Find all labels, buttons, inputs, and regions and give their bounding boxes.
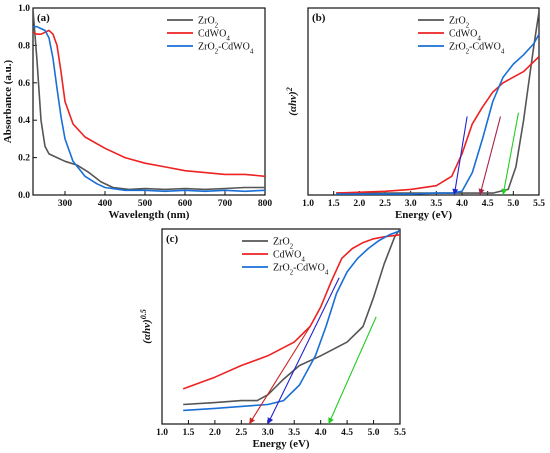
panel-c-xtick-label: 1.5 xyxy=(183,428,195,438)
panel-a-xtick-label: 700 xyxy=(218,199,233,209)
panel-b-frame xyxy=(307,7,540,196)
panel-c-tangent-arrowhead xyxy=(328,417,334,424)
panel-c-tangent-line xyxy=(328,316,377,425)
panel-a-series-zro2-cdwo4 xyxy=(33,25,265,193)
panel-b-legend-entry: ZrO2 xyxy=(449,16,470,30)
panel-a-series-zro2 xyxy=(33,9,265,191)
panel-a-ytick-label: 0.0 xyxy=(18,191,30,201)
panel-b-xtick-label: 2.5 xyxy=(379,199,391,209)
panel-c-xtick-label: 3.5 xyxy=(288,428,300,438)
panel-c-legend-entry: CdWO4 xyxy=(273,250,305,264)
panel-a-ytick-label: 0.6 xyxy=(18,79,30,89)
panel-b-xtick-label: 1.0 xyxy=(302,199,314,209)
panel-b-panel-label: (b) xyxy=(312,12,326,24)
panel-c-tangent-arrowhead xyxy=(249,417,255,424)
panel-a-xtick-label: 800 xyxy=(258,199,273,209)
panel-a-xtick-label: 300 xyxy=(58,199,73,209)
panel-c-frame xyxy=(161,228,401,425)
panel-b-xtick-label: 2.0 xyxy=(353,199,365,209)
panel-b-tangent-line xyxy=(479,116,502,196)
panel-c-ylabel: (αhν)0.5 xyxy=(139,309,154,343)
panel-c-legend-entry: ZrO2 xyxy=(273,237,294,251)
panel-a-xlabel: Wavelength (nm) xyxy=(109,209,190,221)
panel-a-frame xyxy=(32,7,266,196)
panel-b-series-cdwo4 xyxy=(336,56,539,194)
panel-c-xtick-label: 1.0 xyxy=(156,428,168,438)
panel-b-tangent-arrowhead xyxy=(452,188,459,195)
panel-c-series-cdwo4 xyxy=(182,234,400,390)
panel-c-xtick-label: 5.5 xyxy=(394,428,406,438)
panel-b-tangent-line xyxy=(502,112,520,196)
panel-c-series-zro2 xyxy=(183,229,400,406)
panel-b-xtick-label: 4.5 xyxy=(482,199,494,209)
panel-b-xtick-label: 3.5 xyxy=(430,199,442,209)
panel-b-legend-entry: ZrO2-CdWO4 xyxy=(449,42,505,56)
panel-b-xtick-label: 1.5 xyxy=(328,199,340,209)
panel-c-tangent-line xyxy=(248,326,311,425)
panel-b-xtick-label: 5.5 xyxy=(533,199,545,209)
panel-c-legend-entry: ZrO2-CdWO4 xyxy=(273,263,329,277)
panel-c-tangent-line xyxy=(267,277,340,425)
panel-b-tangent-arrowhead xyxy=(501,188,508,195)
panel-a-ytick-label: 0.4 xyxy=(18,116,30,126)
panel-b-legend-entry: CdWO4 xyxy=(449,29,481,43)
panel-a-panel-label: (a) xyxy=(37,12,50,24)
panel-b-xlabel: Energy (eV) xyxy=(395,209,452,221)
panel-a-ytick-label: 1.0 xyxy=(18,4,30,14)
panel-c-xtick-label: 5.0 xyxy=(368,428,380,438)
panel-b-xtick-label: 4.0 xyxy=(456,199,468,209)
panel-a-ytick-label: 0.8 xyxy=(18,41,30,51)
panel-b-tangent-arrowhead xyxy=(478,188,485,195)
panel-c-tangent-arrowhead xyxy=(267,417,274,424)
panel-c-xtick-label: 2.0 xyxy=(209,428,221,438)
panel-c-xtick-label: 4.5 xyxy=(341,428,353,438)
panel-c-xtick-label: 3.0 xyxy=(262,428,274,438)
panel-a-ylabel: Absorbance (a.u.) xyxy=(2,59,14,143)
panel-b-tangent-line xyxy=(453,116,468,196)
panel-a-xtick-label: 400 xyxy=(98,199,113,209)
panel-b-xtick-label: 3.0 xyxy=(405,199,417,209)
panel-b-series-zro2-cdwo4 xyxy=(336,33,539,195)
panel-b-xtick-label: 5.0 xyxy=(507,199,519,209)
panel-a-xtick-label: 500 xyxy=(138,199,153,209)
panel-a-ytick-label: 0.2 xyxy=(18,154,30,164)
panel-a-legend-entry: ZrO2-CdWO4 xyxy=(198,42,254,56)
panel-b-ylabel: (αhν)2 xyxy=(285,87,300,115)
panel-c-series-zro2-cdwo4 xyxy=(183,230,400,412)
panel-c-xtick-label: 4.0 xyxy=(315,428,327,438)
panel-c-xlabel: Energy (eV) xyxy=(252,438,309,450)
panel-a-xtick-label: 600 xyxy=(178,199,193,209)
panel-a-legend-entry: CdWO4 xyxy=(198,29,230,43)
panel-a-legend-entry: ZrO2 xyxy=(198,16,219,30)
panel-c-panel-label: (c) xyxy=(166,233,179,245)
panel-c-xtick-label: 2.5 xyxy=(235,428,247,438)
